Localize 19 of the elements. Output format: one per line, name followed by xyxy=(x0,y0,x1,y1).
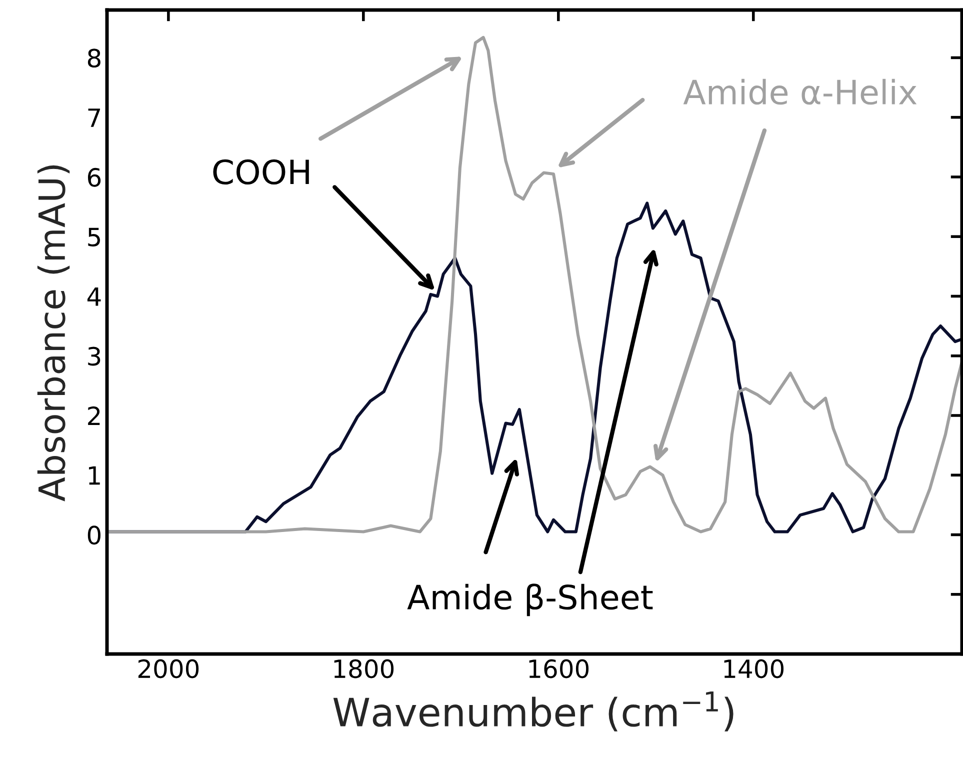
y-tick-label: 4 xyxy=(87,287,101,306)
line-series xyxy=(107,36,962,534)
y-tick-label: 8 xyxy=(88,48,100,68)
x-axis-title: Wavenumber (cm$^{−1}$) xyxy=(333,692,734,732)
annotation: Amide β-Sheet xyxy=(407,584,653,616)
y-tick-label: 2 xyxy=(88,406,100,425)
x-tick-label: 1400 xyxy=(724,659,784,678)
x-tick-label: 1600 xyxy=(529,659,589,678)
x-tick-label: 2000 xyxy=(138,659,199,678)
annotation: Amide α-Helix xyxy=(683,78,917,105)
y-tick-label: 5 xyxy=(88,228,100,246)
y-axis-title: Absorbance (mAU) xyxy=(37,165,70,502)
y-tick-label: 7 xyxy=(88,108,100,127)
y-tick-label: 1 xyxy=(88,466,100,485)
x-tick-label: 1800 xyxy=(334,659,394,678)
annotation: COOH xyxy=(213,159,309,185)
y-tick-label: 3 xyxy=(88,346,100,366)
y-tick-label: 0 xyxy=(88,526,100,545)
y-tick-label: 6 xyxy=(88,168,101,187)
